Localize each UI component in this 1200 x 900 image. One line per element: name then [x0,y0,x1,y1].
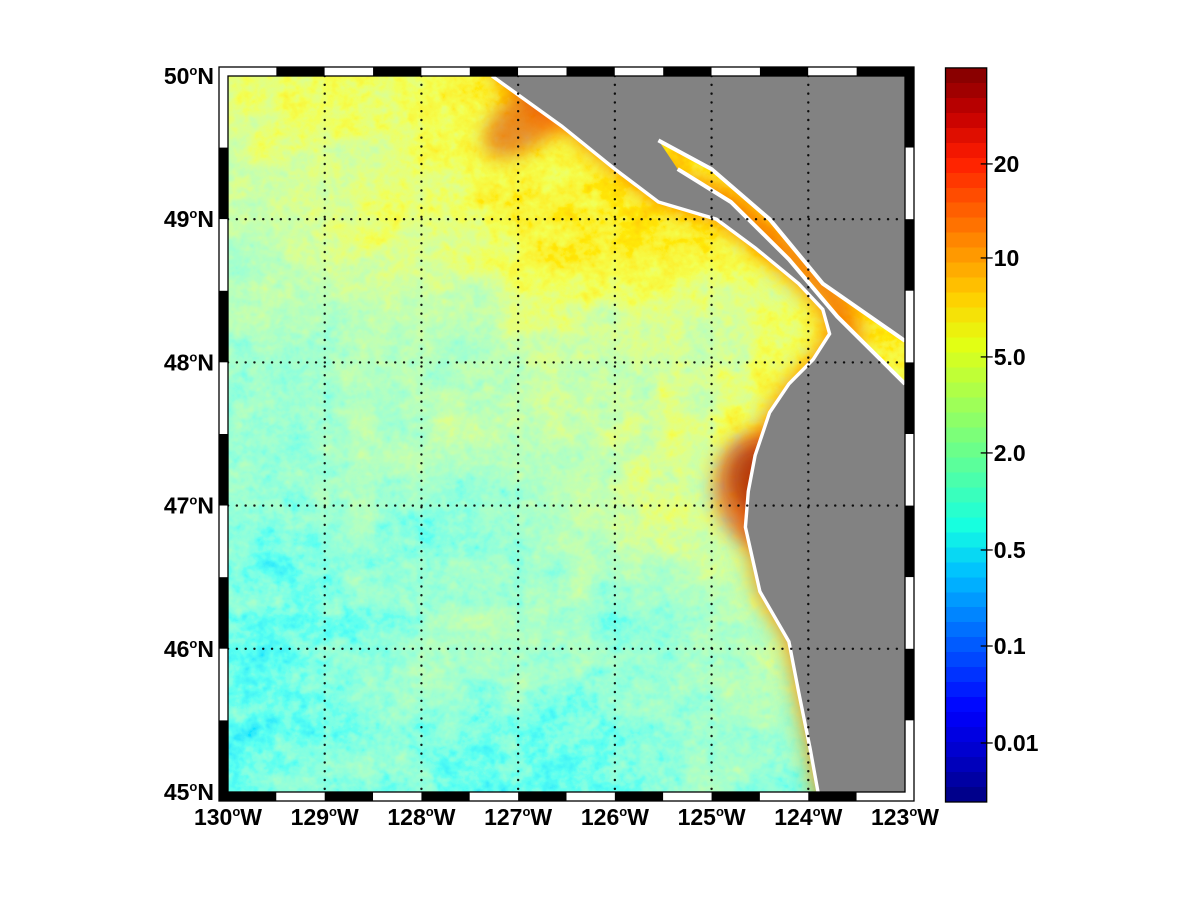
svg-text:130oW: 130oW [194,804,262,830]
svg-text:124oW: 124oW [774,804,842,830]
svg-text:129oW: 129oW [291,804,359,830]
svg-text:49oN: 49oN [164,206,214,232]
svg-text:126oW: 126oW [581,804,649,830]
svg-text:0.01: 0.01 [994,730,1039,756]
svg-text:48oN: 48oN [164,349,214,375]
svg-text:20: 20 [994,151,1020,177]
svg-text:0.1: 0.1 [994,633,1026,659]
svg-text:0.5: 0.5 [994,537,1026,563]
svg-text:45oN: 45oN [164,779,214,805]
svg-text:2.0: 2.0 [994,440,1026,466]
svg-text:50oN: 50oN [164,63,214,89]
svg-text:5.0: 5.0 [994,344,1026,370]
svg-text:123oW: 123oW [871,804,939,830]
svg-text:10: 10 [994,245,1020,271]
svg-text:46oN: 46oN [164,636,214,662]
svg-text:47oN: 47oN [164,493,214,519]
svg-text:128oW: 128oW [387,804,455,830]
svg-text:127oW: 127oW [484,804,552,830]
svg-text:125oW: 125oW [678,804,746,830]
